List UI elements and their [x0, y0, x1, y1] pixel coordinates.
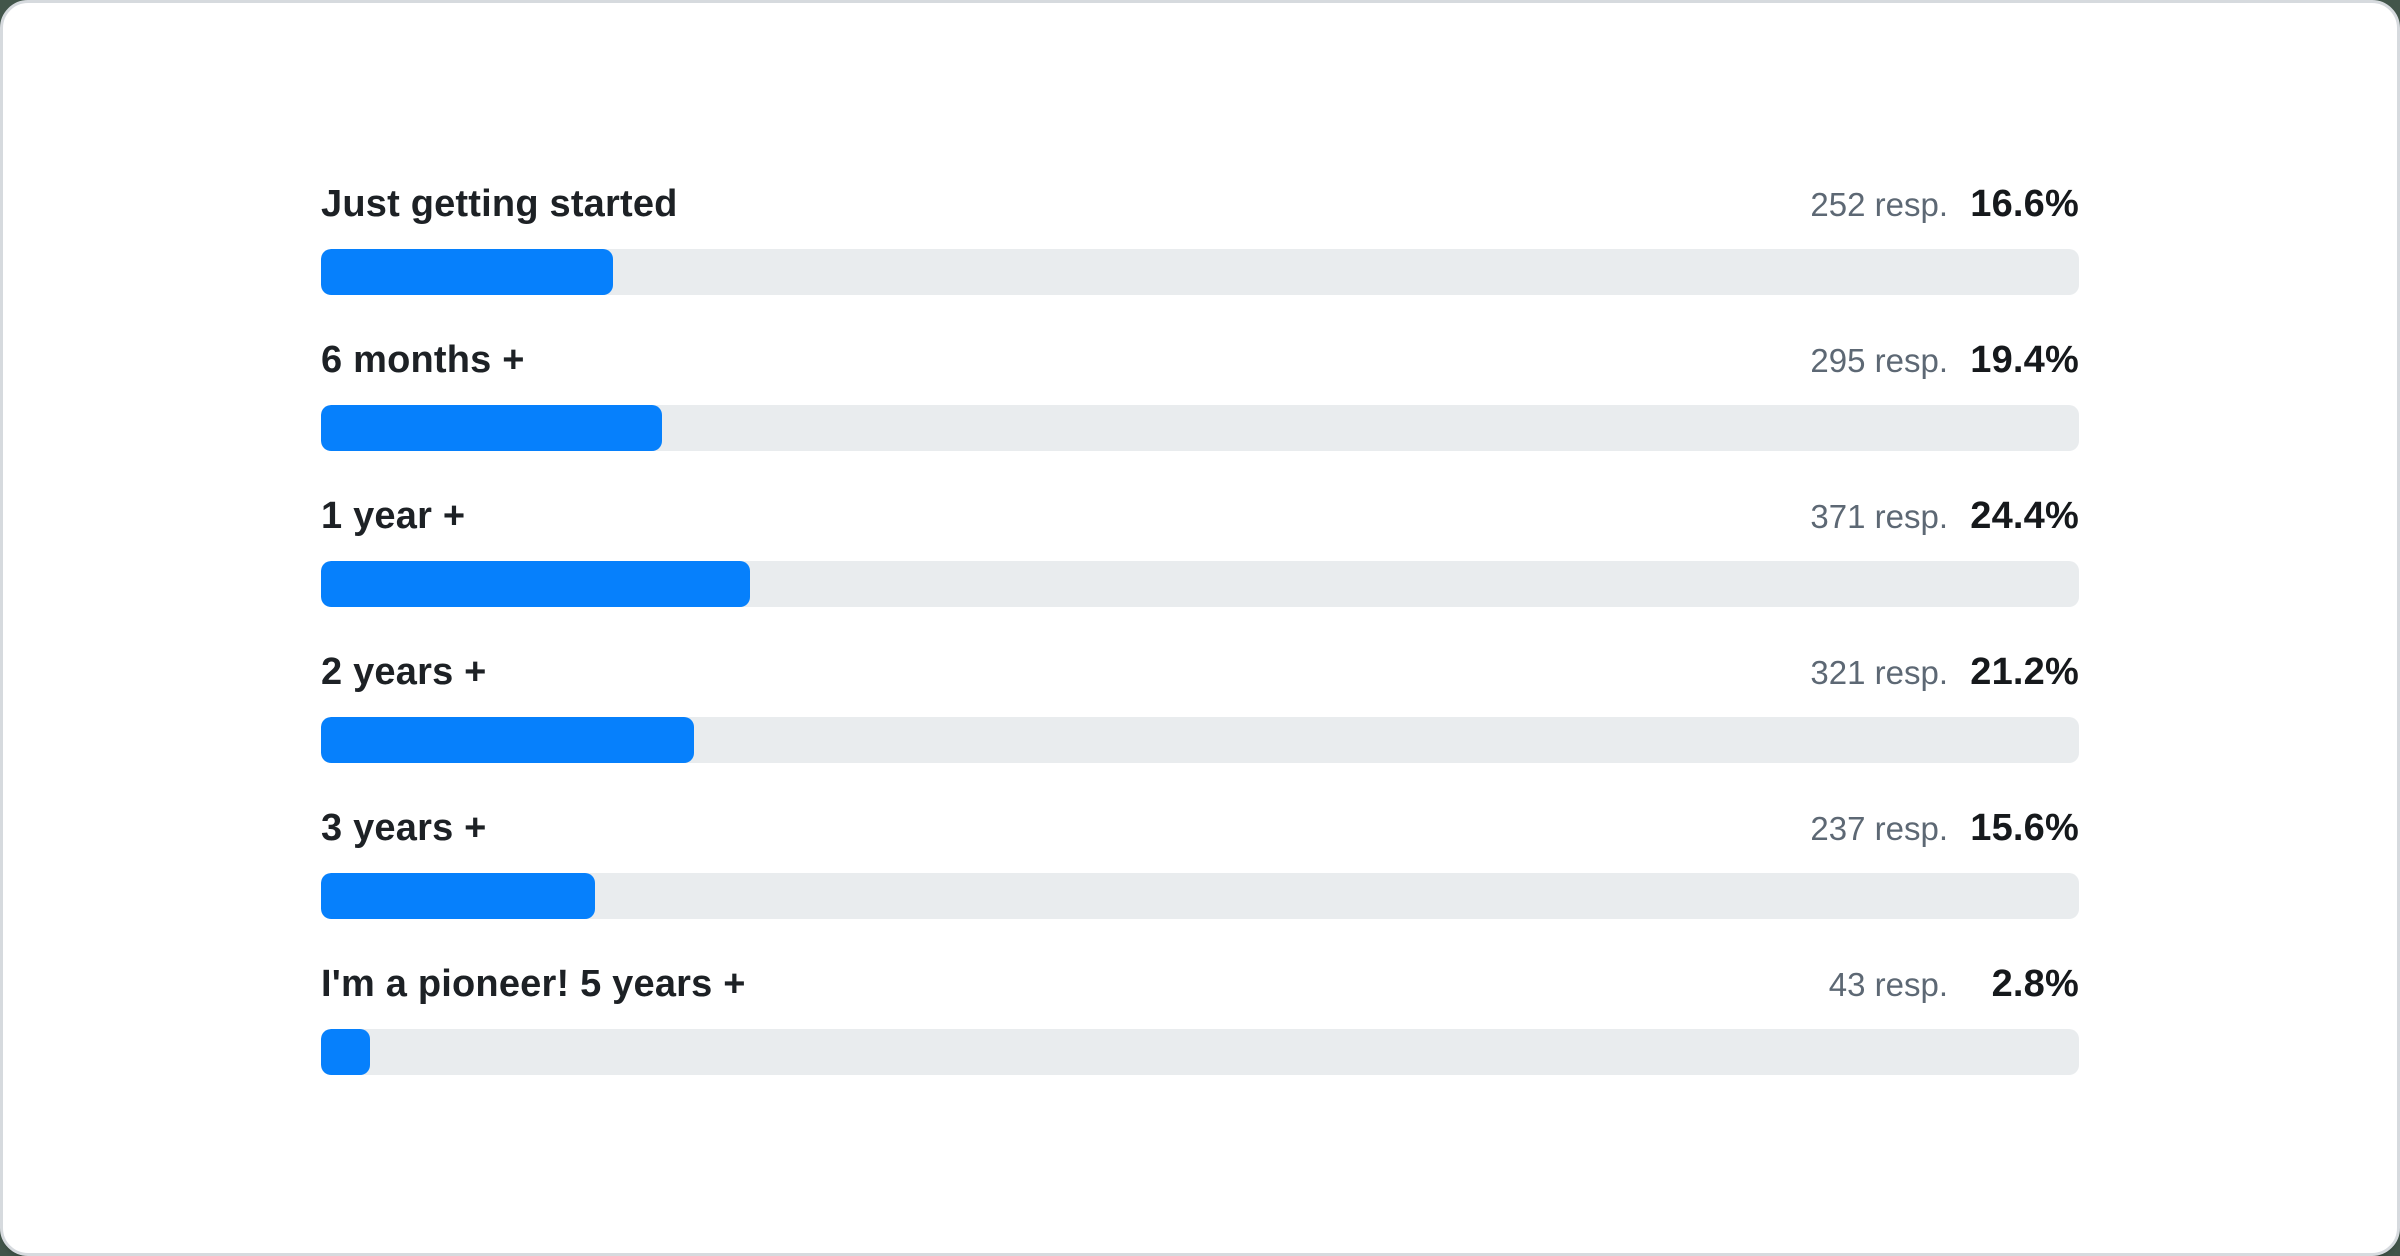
response-count: 321 resp. — [1810, 654, 1948, 691]
progress-track — [321, 405, 2079, 451]
answer-row: 3 years + 237 resp. 15.6% — [321, 807, 2079, 919]
progress-track — [321, 717, 2079, 763]
answer-row-header: 3 years + 237 resp. 15.6% — [321, 807, 2079, 851]
percentage-value: 2.8% — [1991, 963, 2079, 1005]
progress-track — [321, 1029, 2079, 1075]
answer-row-header: 1 year + 371 resp. 24.4% — [321, 495, 2079, 539]
answer-values: 371 resp. 24.4% — [1810, 495, 2079, 538]
percentage-value: 21.2% — [1970, 651, 2079, 693]
answer-label: 2 years + — [321, 651, 487, 693]
response-count: 371 resp. — [1810, 498, 1948, 535]
response-count: 252 resp. — [1810, 186, 1948, 223]
answer-label: 1 year + — [321, 495, 466, 537]
response-count: 237 resp. — [1810, 810, 1948, 847]
answer-row: 6 months + 295 resp. 19.4% — [321, 339, 2079, 451]
answer-row: 1 year + 371 resp. 24.4% — [321, 495, 2079, 607]
answer-row: Just getting started 252 resp. 16.6% — [321, 183, 2079, 295]
answer-row: 2 years + 321 resp. 21.2% — [321, 651, 2079, 763]
answer-values: 295 resp. 19.4% — [1810, 339, 2079, 382]
progress-fill — [321, 561, 750, 607]
answer-label: I'm a pioneer! 5 years + — [321, 963, 746, 1005]
progress-fill — [321, 873, 596, 919]
answer-values: 43 resp. 2.8% — [1829, 963, 2079, 1006]
response-count: 295 resp. — [1810, 342, 1948, 379]
answer-row-header: 6 months + 295 resp. 19.4% — [321, 339, 2079, 383]
progress-fill — [321, 717, 694, 763]
answer-label: Just getting started — [321, 183, 678, 225]
progress-track — [321, 561, 2079, 607]
percentage-value: 19.4% — [1970, 339, 2079, 381]
percentage-value: 15.6% — [1970, 807, 2079, 849]
answer-label: 3 years + — [321, 807, 487, 849]
answer-row-header: 2 years + 321 resp. 21.2% — [321, 651, 2079, 695]
answer-row: I'm a pioneer! 5 years + 43 resp. 2.8% — [321, 963, 2079, 1075]
response-count: 43 resp. — [1828, 966, 1948, 1003]
answer-row-header: Just getting started 252 resp. 16.6% — [321, 183, 2079, 227]
progress-track — [321, 249, 2079, 295]
answer-row-header: I'm a pioneer! 5 years + 43 resp. 2.8% — [321, 963, 2079, 1007]
progress-fill — [321, 1029, 371, 1075]
percentage-value: 16.6% — [1970, 183, 2079, 225]
answer-values: 252 resp. 16.6% — [1810, 183, 2079, 226]
answer-values: 321 resp. 21.2% — [1810, 651, 2079, 694]
answer-label: 6 months + — [321, 339, 525, 381]
progress-track — [321, 873, 2079, 919]
results-list: Just getting started 252 resp. 16.6% 6 m… — [3, 3, 2397, 1075]
percentage-value: 24.4% — [1970, 495, 2079, 537]
progress-fill — [321, 249, 613, 295]
progress-fill — [321, 405, 663, 451]
answer-values: 237 resp. 15.6% — [1810, 807, 2079, 850]
